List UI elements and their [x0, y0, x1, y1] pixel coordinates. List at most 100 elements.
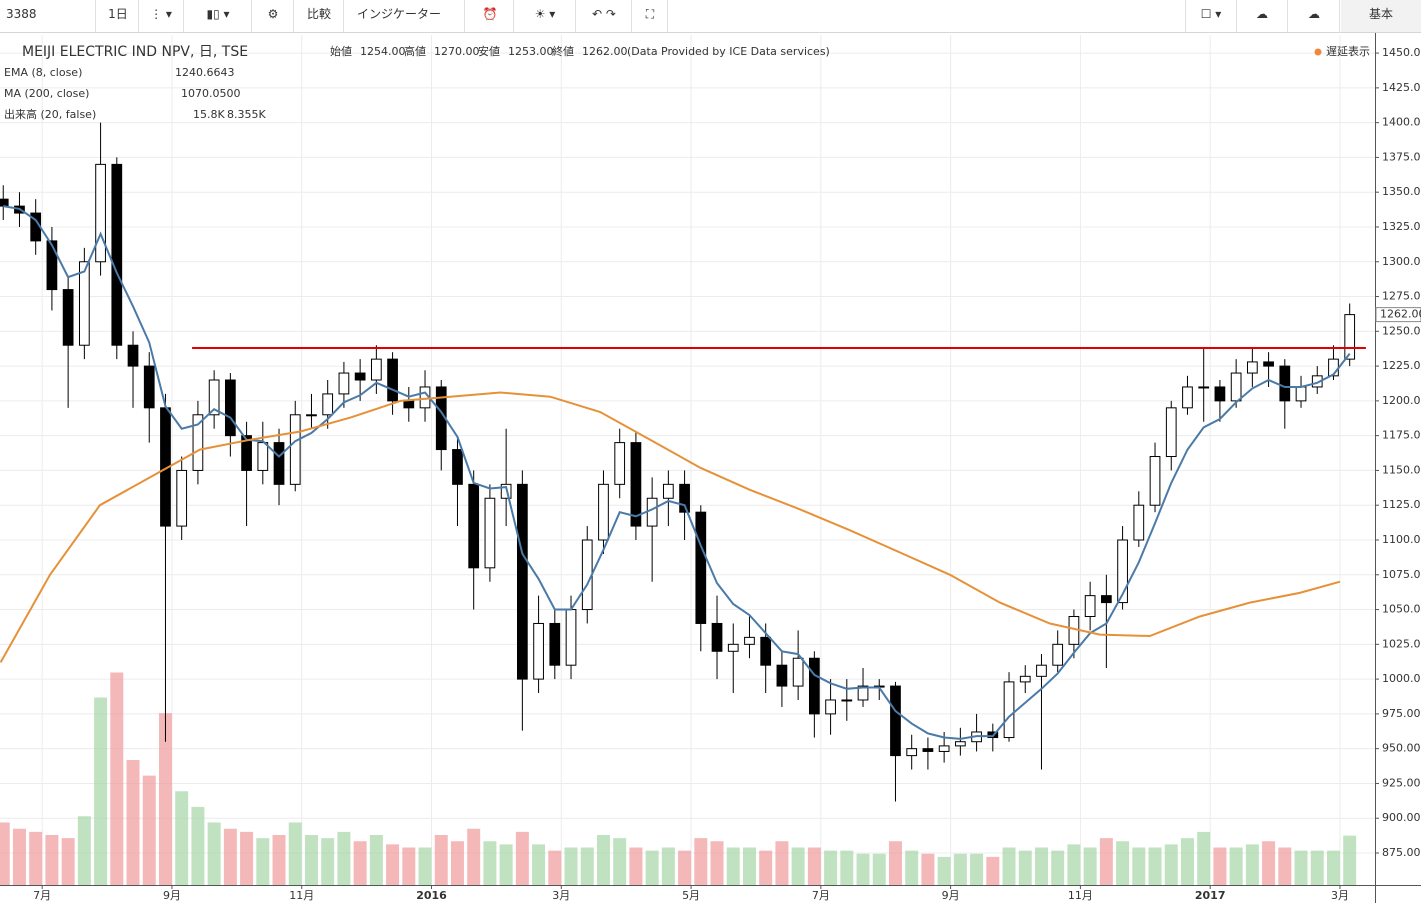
candle-body [1019, 675, 1031, 683]
toolbar: 3388 1日 ⋮ ▾ ▮▯ ▾ ⚙ 比較 インジケーター ⏰ ☀ ▾ ↶ ↷ … [0, 0, 1421, 33]
legend-entry: MA (200, close) [4, 87, 89, 100]
indicator-line [3, 205, 1351, 740]
candle-body [841, 699, 853, 702]
ohlc-label: 安値 [478, 44, 500, 58]
legend-value: 15.8K [193, 108, 225, 121]
candle-body [1036, 664, 1047, 677]
template-button[interactable]: ☀ ▾ [515, 0, 576, 32]
candle-body [1198, 386, 1210, 389]
candle-body [192, 414, 204, 471]
volume-bar [759, 850, 773, 885]
volume-bar [678, 850, 692, 885]
chart-title: MEIJI ELECTRIC IND NPV, 日, TSE [22, 44, 248, 60]
delay-note: 遅延表示 [1326, 44, 1370, 58]
interval-button[interactable]: 1日 [98, 0, 139, 32]
candle-body [1311, 375, 1323, 388]
volume-bar [402, 847, 416, 885]
volume-bar [580, 847, 594, 885]
candle-body [0, 198, 9, 207]
candle-body [662, 483, 674, 499]
volume-bar [240, 831, 254, 885]
volume-bar [613, 838, 627, 885]
volume-bar [1294, 850, 1308, 885]
candle-body [273, 442, 285, 485]
layout-color[interactable]: ☐ ▾ [1185, 0, 1237, 32]
volume-bar [1229, 847, 1243, 885]
volume-bar [142, 775, 156, 885]
candle-body [1100, 595, 1112, 604]
candle-body [1279, 365, 1291, 402]
volume-bar [321, 838, 335, 885]
volume-bar [1148, 847, 1162, 885]
volume-bar [1164, 844, 1178, 885]
volume-bar [1116, 841, 1130, 885]
volume-bar [110, 672, 124, 885]
candle-body [1246, 361, 1258, 374]
volume-bar [207, 822, 221, 885]
candle-body [1165, 407, 1177, 458]
volume-bar [77, 816, 91, 885]
candle-body [646, 497, 658, 527]
chart-style-button[interactable]: ▮▯ ▾ [185, 0, 252, 32]
volume-bar [418, 847, 432, 885]
volume-bar [742, 847, 756, 885]
legend-entry: EMA (8, close) [4, 66, 82, 79]
y-tick-label: 1250.00 [1382, 324, 1421, 337]
symbol-input[interactable]: 3388 [0, 0, 96, 32]
ohlc-label: 終値 [552, 44, 574, 58]
volume-bar [986, 856, 1000, 885]
settings-button[interactable]: ⚙ [253, 0, 294, 32]
candle-body [257, 442, 269, 471]
load-button[interactable]: ☁ [1237, 0, 1288, 32]
compare-button[interactable]: 比較 [295, 0, 344, 32]
y-tick-label: 1050.00 [1382, 603, 1421, 616]
layout-button[interactable]: 基本 [1341, 0, 1421, 32]
fullscreen-button[interactable]: ⛶ [633, 0, 668, 32]
volume-bar [61, 838, 75, 885]
candle-body [1182, 386, 1193, 409]
candle-body [1230, 372, 1242, 402]
x-tick-label: 11月 [289, 889, 314, 902]
volume-bar [1180, 838, 1194, 885]
interval-menu[interactable]: ⋮ ▾ [139, 0, 184, 32]
save-button[interactable]: ☁ [1289, 0, 1340, 32]
volume-bar [1213, 847, 1227, 885]
volume-bar [970, 853, 984, 885]
volume-bar [223, 828, 237, 885]
y-tick-label: 900.00 [1382, 811, 1421, 824]
candle-body [127, 344, 139, 367]
candle-body [241, 435, 252, 471]
indicators-button[interactable]: インジケーター [345, 0, 465, 32]
candle-body [78, 261, 90, 346]
y-tick-label: 1100.00 [1382, 533, 1421, 546]
volume-bar [1002, 847, 1016, 885]
volume-bar [1197, 831, 1211, 885]
volume-bar [337, 831, 351, 885]
candle-body [614, 442, 626, 485]
undo-redo[interactable]: ↶ ↷ [577, 0, 632, 32]
candle-body [1344, 314, 1356, 360]
volume-bar [12, 828, 26, 885]
candle-body [289, 414, 301, 485]
candle-body [224, 379, 236, 437]
y-tick-label: 1325.00 [1382, 220, 1421, 233]
candle-body [954, 741, 966, 747]
y-tick-label: 1450.00 [1382, 46, 1421, 59]
y-tick-label: 1000.00 [1382, 672, 1421, 685]
data-source: (Data Provided by ICE Data services) [627, 45, 830, 58]
chart: 875.00 900.00 925.00 950.00 975.00 1000.00 102… [0, 33, 1421, 903]
volume-bar [1326, 850, 1340, 885]
candle-body [695, 511, 707, 624]
volume-bar [1034, 847, 1048, 885]
candle-body [857, 685, 869, 701]
volume-bar [1083, 847, 1097, 885]
ohlc-value: 1253.00 [508, 45, 554, 58]
volume-bar [840, 850, 854, 885]
volume-bar [288, 822, 302, 885]
volume-bar [499, 844, 513, 885]
volume-bar [937, 856, 951, 885]
candle-body [1084, 595, 1096, 618]
alert-button[interactable]: ⏰ [467, 0, 514, 32]
candle-body [208, 379, 220, 416]
y-tick-label: 1125.00 [1382, 498, 1421, 511]
